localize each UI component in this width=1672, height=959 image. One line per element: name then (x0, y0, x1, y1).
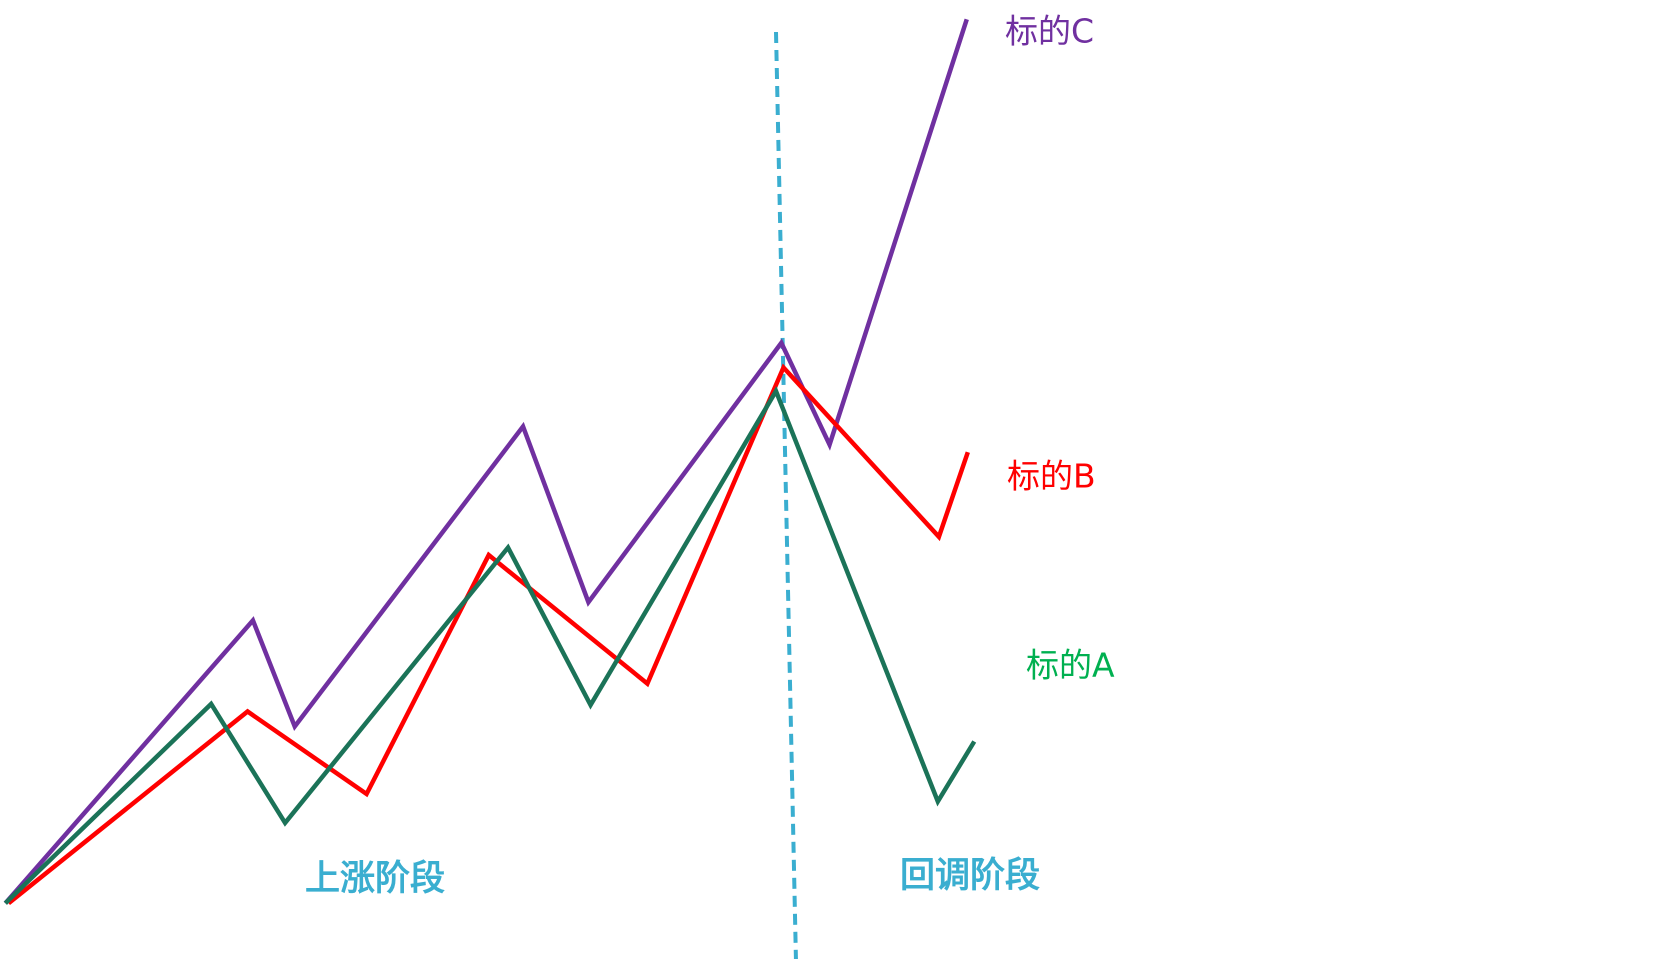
annotation: 回调阶段 (900, 855, 1040, 896)
series-line (3, 18, 969, 905)
series-line (3, 385, 977, 905)
legend-label: 标的B (1007, 457, 1096, 496)
legend-label: 标的C (1005, 12, 1094, 51)
legend-label: 标的A (1026, 646, 1115, 685)
series-line (7, 363, 970, 906)
annotation: 上涨阶段 (305, 858, 445, 899)
divider (774, 31, 798, 959)
